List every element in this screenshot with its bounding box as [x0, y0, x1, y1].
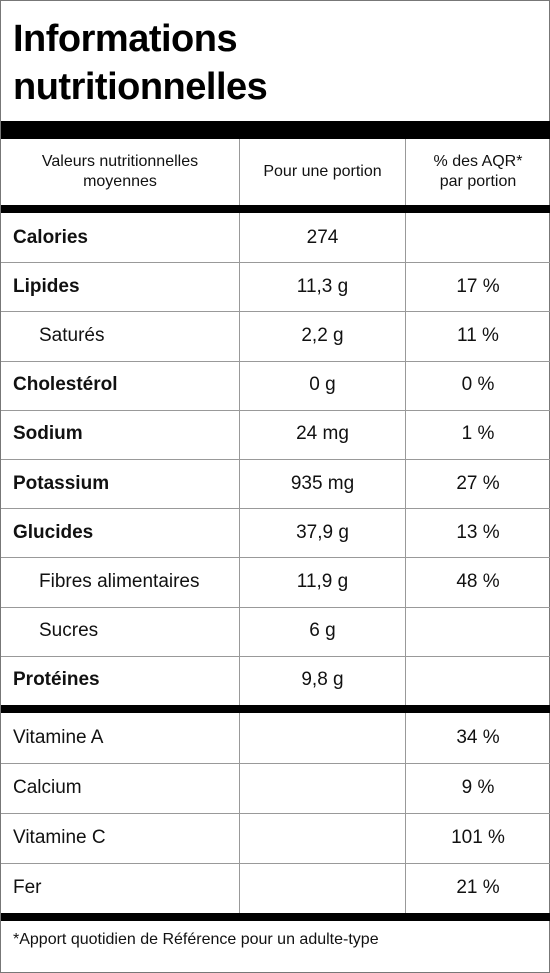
header-col1-line1: Valeurs nutritionnelles: [41, 153, 199, 170]
nutrient-name: Protéines: [13, 669, 100, 691]
row-divider: [1, 863, 550, 864]
header-col3-line2: par portion: [439, 173, 517, 190]
nutrient-percent: 11 %: [457, 324, 499, 346]
nutrient-percent: 1 %: [461, 423, 495, 445]
nutrient-amount: 11,3 g: [296, 275, 349, 297]
nutrient-amount: [240, 763, 405, 813]
row-divider: [1, 557, 550, 559]
header-col1-line2: moyennes: [83, 173, 157, 190]
nutrient-amount: 935 mg: [290, 472, 355, 494]
nutrient-name: Sucres: [39, 620, 99, 642]
label-title: Informations nutritionnelles: [13, 15, 533, 111]
column-divider: [405, 213, 406, 705]
row-divider: [1, 360, 550, 362]
nutrient-percent: 9 %: [461, 777, 495, 798]
column-divider: [239, 213, 240, 705]
column-divider: [405, 713, 406, 913]
nutrient-name: Glucides: [13, 521, 94, 543]
column-divider: [405, 139, 406, 205]
nutrient-percent: 21 %: [456, 877, 500, 898]
nutrient-amount: 9,8 g: [301, 669, 344, 691]
nutrient-name: Saturés: [39, 324, 105, 346]
title-line-2: nutritionnelles: [13, 66, 268, 108]
nutrient-amount: [240, 713, 405, 763]
nutrient-name: Calories: [13, 226, 88, 248]
nutrient-amount: [240, 863, 405, 913]
nutrient-percent: 48 %: [456, 570, 500, 592]
row-divider: [1, 655, 550, 657]
nutrient-amount: 6 g: [309, 620, 336, 642]
nutrient-percent: 17 %: [456, 275, 500, 297]
nutrient-name: Calcium: [13, 777, 82, 798]
nutrient-name: Vitamine C: [13, 827, 106, 848]
nutrient-percent: [406, 656, 550, 705]
nutrient-amount: [240, 813, 405, 863]
nutrient-percent: 13 %: [456, 521, 500, 543]
nutrient-amount: 37,9 g: [296, 521, 349, 543]
header-divider-bar: [1, 205, 550, 213]
nutrient-percent: 101 %: [451, 827, 505, 848]
nutrient-percent: 0 %: [461, 374, 495, 396]
row-divider: [1, 459, 550, 460]
nutrient-name: Potassium: [13, 472, 110, 494]
row-divider: [1, 813, 550, 814]
row-divider: [1, 763, 550, 764]
nutrient-name: Fer: [13, 877, 42, 898]
nutrient-amount: 11,9 g: [296, 570, 349, 592]
nutrient-name: Lipides: [13, 275, 80, 297]
nutrient-amount: 24 mg: [296, 423, 349, 445]
header-portion-column: Pour une portion: [263, 163, 382, 180]
title-divider-bar: [1, 121, 550, 139]
nutrient-percent: 34 %: [456, 727, 500, 748]
nutrient-percent: 27 %: [456, 472, 500, 494]
footnote-divider-bar: [1, 913, 550, 921]
row-divider: [1, 311, 550, 313]
nutrient-amount: 2,2 g: [301, 324, 344, 346]
nutrient-percent: [406, 213, 550, 262]
nutrient-name: Vitamine A: [13, 727, 104, 748]
nutrient-name: Cholestérol: [13, 374, 118, 396]
row-divider: [1, 606, 550, 608]
row-divider: [1, 508, 550, 510]
nutrient-percent: [406, 607, 550, 656]
header-col3-line1: % des AQR*: [433, 153, 523, 170]
header-nutrient-column: Valeurs nutritionnelles moyennes: [1, 139, 239, 205]
footnote: *Apport quotidien de Référence pour un a…: [13, 931, 379, 948]
column-divider: [239, 713, 240, 913]
title-line-1: Informations: [13, 18, 238, 60]
nutrient-name: Fibres alimentaires: [39, 570, 200, 592]
row-divider: [1, 409, 550, 411]
header-percent-column: % des AQR* par portion: [406, 139, 550, 205]
column-divider: [239, 139, 240, 205]
row-divider: [1, 262, 550, 264]
nutrient-amount: 0 g: [309, 374, 336, 396]
vitamin-divider-bar: [1, 705, 550, 713]
nutrient-amount: 274: [306, 226, 339, 248]
nutrient-name: Sodium: [13, 423, 83, 445]
